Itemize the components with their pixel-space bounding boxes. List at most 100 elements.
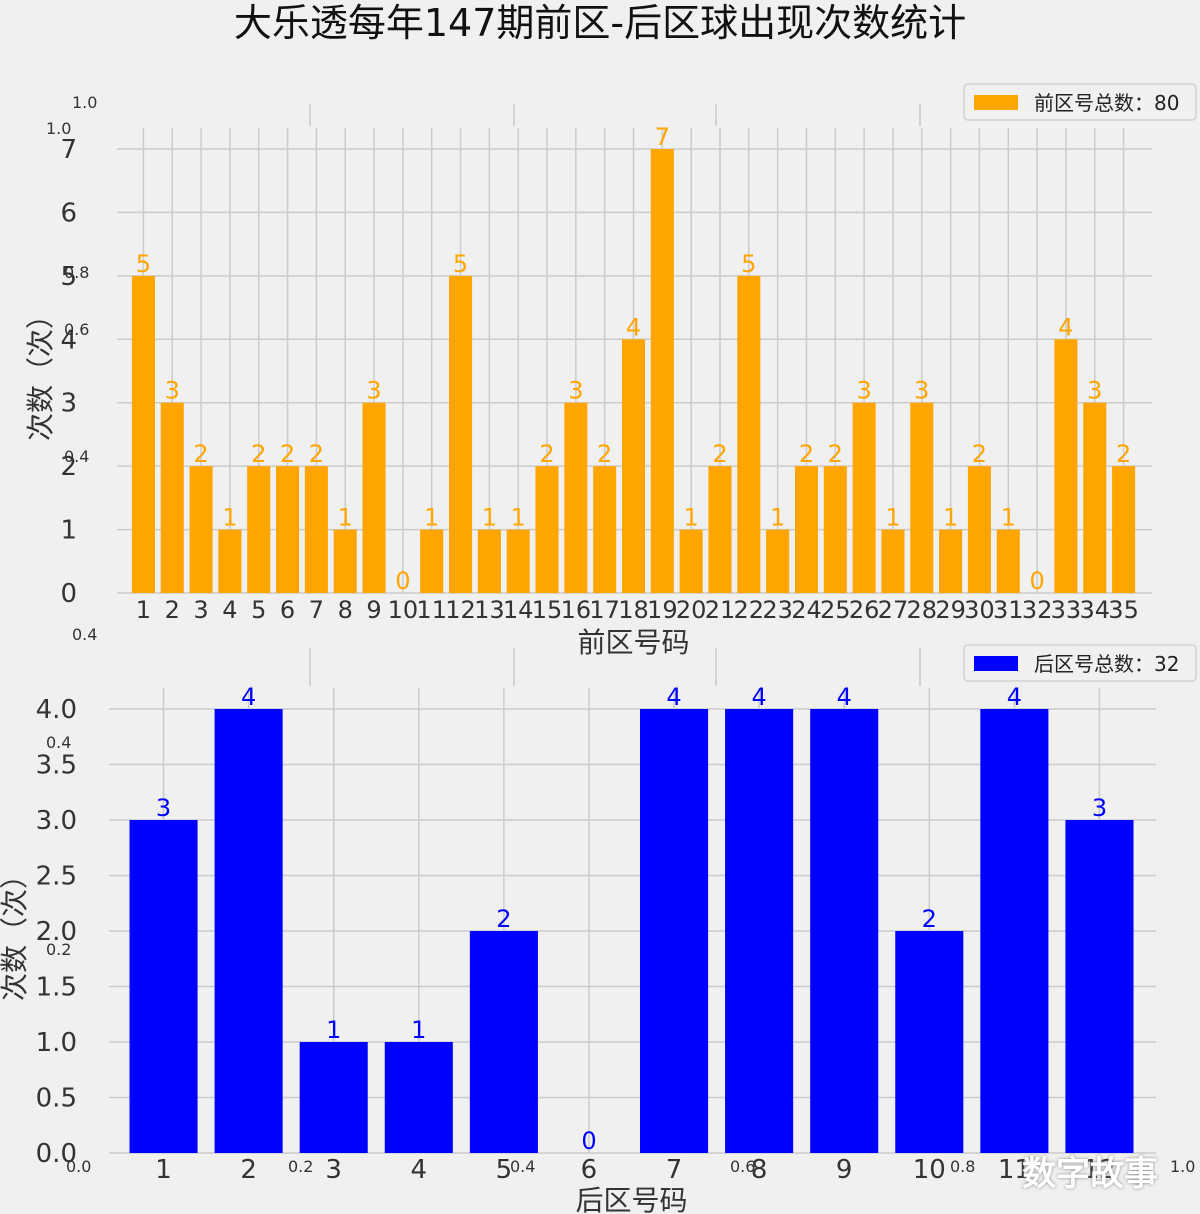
bg-tick-label: 0.4 bbox=[510, 1157, 535, 1176]
front-x-tick-label: 2 bbox=[165, 596, 180, 624]
back-data-label: 4 bbox=[837, 683, 852, 711]
bg-tick-label: 0.4 bbox=[64, 447, 89, 466]
back-data-label: 4 bbox=[751, 683, 766, 711]
front-bar bbox=[506, 529, 530, 593]
back-bar bbox=[895, 931, 964, 1153]
front-x-tick-label: 10 bbox=[388, 596, 419, 624]
front-x-tick-label: 19 bbox=[647, 596, 678, 624]
back-data-label: 1 bbox=[411, 1016, 426, 1044]
front-x-tick-label: 3 bbox=[193, 596, 208, 624]
front-y-tick-label: 1 bbox=[60, 516, 77, 546]
back-y-tick-label: 2.0 bbox=[36, 917, 77, 947]
front-data-label: 3 bbox=[568, 377, 583, 405]
front-legend: 前区号总数：80 bbox=[963, 83, 1197, 121]
front-data-label: 3 bbox=[856, 377, 871, 405]
front-bar bbox=[160, 402, 184, 593]
front-data-label: 1 bbox=[338, 504, 353, 532]
watermark: 数字故事 bbox=[1022, 1154, 1158, 1194]
front-data-label: 2 bbox=[799, 440, 814, 468]
bg-tick-label: 0.0 bbox=[66, 1157, 91, 1176]
back-y-tick-label: 4.0 bbox=[36, 695, 77, 725]
front-legend-box bbox=[963, 83, 1197, 121]
front-bar bbox=[535, 466, 559, 593]
front-y-tick-label: 4 bbox=[60, 325, 77, 355]
front-y-axis-label: 次数（次） bbox=[24, 301, 57, 441]
back-bar bbox=[640, 709, 709, 1153]
back-bar bbox=[384, 1042, 453, 1153]
back-y-tick-label: 1.0 bbox=[36, 1028, 77, 1058]
front-y-tick-label: 2 bbox=[60, 452, 77, 482]
front-data-label: 1 bbox=[511, 504, 526, 532]
front-data-label: 1 bbox=[1001, 504, 1016, 532]
front-x-tick-label: 6 bbox=[280, 596, 295, 624]
front-y-tick-label: 6 bbox=[60, 198, 77, 228]
front-x-tick-label: 20 bbox=[676, 596, 707, 624]
front-x-tick-label: 22 bbox=[734, 596, 765, 624]
front-x-tick-label: 24 bbox=[791, 596, 822, 624]
front-data-label: 1 bbox=[222, 504, 237, 532]
back-x-tick-label: 11 bbox=[998, 1155, 1031, 1185]
front-bar bbox=[996, 529, 1020, 593]
front-data-label: 7 bbox=[655, 123, 670, 151]
front-x-tick-label: 18 bbox=[618, 596, 649, 624]
front-x-axis-label: 前区号码 bbox=[577, 626, 689, 659]
front-bar bbox=[362, 402, 386, 593]
back-y-tick-label: 3.5 bbox=[36, 751, 77, 781]
back-x-tick-label: 9 bbox=[836, 1155, 853, 1185]
front-data-label: 2 bbox=[251, 440, 266, 468]
front-bar bbox=[593, 466, 617, 593]
front-data-label: 2 bbox=[972, 440, 987, 468]
front-bar bbox=[679, 529, 703, 593]
bg-tick-label: 1.0 bbox=[46, 119, 71, 138]
front-bar bbox=[794, 466, 819, 593]
back-data-label: 4 bbox=[241, 683, 256, 711]
front-x-tick-label: 29 bbox=[935, 596, 966, 624]
back-data-label: 2 bbox=[922, 905, 937, 933]
front-x-tick-label: 30 bbox=[964, 596, 995, 624]
front-y-tick-label: 3 bbox=[60, 389, 77, 419]
front-data-label: 2 bbox=[193, 440, 208, 468]
front-x-tick-label: 17 bbox=[589, 596, 620, 624]
front-bar bbox=[823, 466, 847, 593]
bg-tick-label: 1.0 bbox=[72, 93, 97, 112]
front-x-tick-label: 8 bbox=[338, 596, 353, 624]
front-data-label: 2 bbox=[597, 440, 612, 468]
back-y-tick-label: 3.0 bbox=[36, 806, 77, 836]
front-bar bbox=[448, 275, 473, 593]
back-data-label: 4 bbox=[1007, 683, 1022, 711]
back-bar bbox=[299, 1042, 368, 1153]
bg-tick-label: 0.4 bbox=[72, 625, 97, 644]
back-x-tick-label: 6 bbox=[581, 1155, 598, 1185]
back-x-axis-label: 后区号码 bbox=[575, 1184, 687, 1214]
front-x-tick-label: 34 bbox=[1079, 596, 1110, 624]
front-x-tick-label: 15 bbox=[532, 596, 563, 624]
front-x-tick-label: 33 bbox=[1051, 596, 1082, 624]
front-x-tick-label: 32 bbox=[1022, 596, 1053, 624]
front-data-label: 1 bbox=[482, 504, 497, 532]
front-data-label: 1 bbox=[684, 504, 699, 532]
front-bar bbox=[564, 402, 588, 593]
front-bar bbox=[304, 466, 328, 593]
front-legend-swatch bbox=[974, 95, 1018, 110]
front-data-label: 3 bbox=[914, 377, 929, 405]
front-bar bbox=[333, 529, 357, 593]
front-bar bbox=[967, 466, 991, 593]
bg-tick-label: 0.4 bbox=[46, 733, 71, 752]
front-bar bbox=[708, 466, 732, 593]
back-bar bbox=[129, 820, 198, 1153]
front-x-tick-label: 7 bbox=[309, 596, 324, 624]
back-bar bbox=[1065, 820, 1134, 1153]
front-bar bbox=[131, 275, 155, 593]
front-x-tick-label: 16 bbox=[561, 596, 592, 624]
front-data-label: 0 bbox=[1029, 567, 1044, 595]
back-legend: 后区号总数：32 bbox=[963, 644, 1197, 682]
front-x-tick-label: 1 bbox=[136, 596, 151, 624]
front-data-label: 4 bbox=[626, 313, 641, 341]
front-data-label: 3 bbox=[366, 377, 381, 405]
back-y-axis-label: 次数（次） bbox=[0, 861, 31, 1001]
front-bar bbox=[1083, 402, 1107, 593]
front-bar bbox=[650, 149, 674, 593]
back-data-label: 2 bbox=[496, 905, 511, 933]
